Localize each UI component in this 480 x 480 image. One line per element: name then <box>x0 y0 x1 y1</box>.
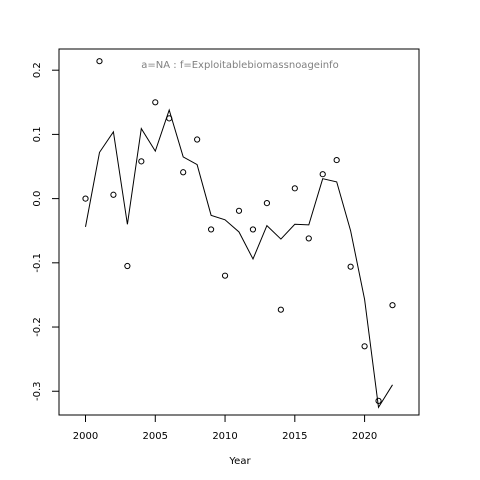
data-point <box>263 200 271 207</box>
data-point <box>96 58 103 65</box>
y-tick-label: -0.2 <box>32 317 43 337</box>
data-point <box>82 195 89 202</box>
y-tick-label: -0.3 <box>32 381 43 401</box>
observed-points-series <box>82 58 396 404</box>
data-point <box>207 226 215 233</box>
data-point <box>180 169 187 176</box>
data-point <box>110 191 117 198</box>
data-point <box>249 226 257 233</box>
data-point <box>319 171 326 178</box>
y-tick-label: 0.0 <box>32 191 43 207</box>
x-tick-label: 2020 <box>352 431 377 442</box>
data-point <box>221 272 229 279</box>
data-point <box>124 262 131 270</box>
x-tick-label: 2000 <box>73 431 98 442</box>
x-tick-label: 2005 <box>143 431 168 442</box>
data-point <box>194 136 201 143</box>
x-tick-label: 2015 <box>282 431 307 442</box>
data-point <box>277 306 284 313</box>
y-tick-label: 0.2 <box>32 62 43 78</box>
data-point <box>291 185 298 192</box>
chart-annotation: a=NA : f=Exploitablebiomassnoageinfo <box>141 60 338 71</box>
y-tick-label: 0.1 <box>32 126 43 142</box>
x-axis: 2000 2005 2010 2015 2020 <box>73 415 377 442</box>
data-point <box>333 156 340 164</box>
fitted-line <box>85 108 393 409</box>
data-point <box>347 263 354 270</box>
x-tick-label: 2010 <box>212 431 237 442</box>
y-axis: -0.3 -0.2 -0.1 0.0 0.1 0.2 <box>32 62 59 401</box>
y-tick-label: -0.1 <box>32 253 43 273</box>
data-point <box>166 115 173 122</box>
plot-frame <box>58 48 420 416</box>
data-point <box>375 397 382 404</box>
data-point <box>235 207 243 214</box>
data-point <box>138 158 145 165</box>
x-axis-label: Year <box>228 456 251 467</box>
data-point <box>361 343 368 350</box>
data-point <box>389 302 396 309</box>
data-point <box>152 99 159 106</box>
fitted-line-series <box>85 108 393 409</box>
data-point <box>305 235 312 242</box>
